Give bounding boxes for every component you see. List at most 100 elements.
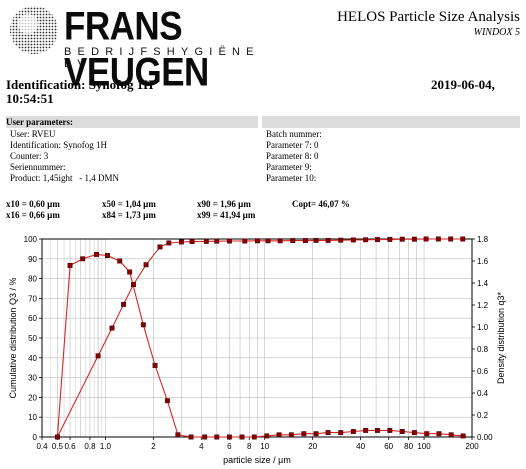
density-point bbox=[325, 430, 331, 436]
param-item: Identification: Synofog 1H bbox=[10, 140, 107, 150]
y-left-tick-label: 70 bbox=[28, 294, 37, 303]
y-left-tick-label: 100 bbox=[24, 235, 38, 244]
param-item: Product: 1,45ight - 1,4 DMN bbox=[10, 173, 119, 183]
density-point bbox=[104, 253, 110, 258]
x-tick-label: 0.8 bbox=[84, 442, 96, 451]
cumulative-point bbox=[277, 238, 283, 244]
identification-label: Identification: Synofog 1H bbox=[6, 77, 154, 92]
density-point bbox=[67, 262, 73, 268]
density-point bbox=[251, 434, 257, 440]
density-point bbox=[424, 431, 430, 437]
density-point bbox=[374, 427, 380, 433]
density-point bbox=[175, 432, 181, 438]
density-point bbox=[214, 434, 220, 440]
cumulative-point bbox=[178, 239, 184, 245]
density-point bbox=[239, 434, 245, 440]
y-right-tick-label: 1.2 bbox=[477, 301, 489, 310]
x-tick-label: 10 bbox=[260, 442, 269, 451]
identification-date: 2019-06-04, bbox=[431, 77, 495, 92]
cumulative-point bbox=[157, 244, 163, 250]
y-left-tick-label: 10 bbox=[28, 413, 37, 422]
app-title: HELOS Particle Size Analysis bbox=[337, 9, 520, 25]
cumulative-point bbox=[460, 236, 466, 242]
param-item: Parameter 7: 0 bbox=[266, 140, 319, 150]
y-left-tick-label: 80 bbox=[28, 275, 37, 284]
cumulative-point bbox=[399, 236, 405, 242]
cumulative-point bbox=[109, 325, 115, 331]
stat-x84: x84 = 1,73 µm bbox=[102, 210, 156, 220]
y-right-tick-label: 0.4 bbox=[477, 389, 489, 398]
density-point bbox=[202, 434, 208, 440]
param-item: Parameter 8: 0 bbox=[266, 151, 319, 161]
cumulative-point bbox=[435, 236, 441, 242]
density-point bbox=[399, 429, 405, 434]
cumulative-point bbox=[448, 236, 454, 242]
cumulative-point bbox=[374, 237, 380, 243]
stat-x90: x90 = 1,96 µm bbox=[197, 199, 251, 209]
cumulative-point bbox=[143, 262, 149, 268]
x-tick-label: 4 bbox=[199, 442, 204, 451]
density-point bbox=[436, 431, 442, 437]
x-tick-label: 60 bbox=[384, 442, 393, 451]
density-point bbox=[313, 431, 319, 437]
density-point bbox=[152, 363, 158, 368]
stat-x99: x99 = 41,94 µm bbox=[197, 210, 256, 220]
cumulative-point bbox=[387, 236, 393, 242]
cumulative-point bbox=[363, 237, 369, 243]
density-point bbox=[387, 427, 393, 433]
x-tick-label: 0.6 bbox=[64, 442, 76, 451]
company-logo: FRANS VEUGEN BEDRIJFSHYGIËNE BV bbox=[6, 4, 276, 95]
user-parameters-title: User parameters: bbox=[6, 117, 74, 127]
stat-x16: x16 = 0,66 µm bbox=[6, 210, 60, 220]
density-point bbox=[350, 429, 356, 434]
density-point bbox=[411, 430, 417, 436]
cumulative-point bbox=[350, 237, 356, 243]
globe-logo-icon bbox=[10, 6, 58, 54]
y-right-tick-label: 1.0 bbox=[477, 323, 489, 332]
x-tick-label: 20 bbox=[308, 442, 317, 451]
cumulative-point bbox=[95, 353, 101, 359]
y-right-tick-label: 0.6 bbox=[477, 367, 489, 376]
chart-series-points bbox=[54, 236, 466, 440]
density-point bbox=[164, 398, 170, 404]
y-right-tick-label: 1.4 bbox=[477, 279, 489, 288]
cumulative-point bbox=[131, 282, 136, 287]
density-point bbox=[338, 430, 344, 436]
x-tick-label: 6 bbox=[227, 442, 232, 451]
density-point bbox=[276, 432, 282, 438]
x-tick-label: 80 bbox=[404, 442, 413, 451]
density-curve bbox=[56, 253, 464, 438]
density-point bbox=[301, 431, 307, 437]
density-point bbox=[127, 269, 133, 275]
param-item: Parameter 10: bbox=[266, 173, 317, 183]
y-right-tick-label: 0.2 bbox=[477, 411, 489, 420]
cumulative-point bbox=[325, 237, 331, 243]
x-tick-label: 2 bbox=[151, 442, 156, 451]
cumulative-point bbox=[242, 238, 248, 244]
x-tick-label: 0.5 bbox=[52, 442, 64, 451]
y-left-tick-label: 90 bbox=[28, 255, 37, 264]
cumulative-point bbox=[302, 238, 308, 244]
density-point bbox=[288, 432, 294, 438]
cumulative-point bbox=[254, 238, 260, 244]
x-tick-label: 40 bbox=[356, 442, 365, 451]
params-header-bar-right bbox=[262, 116, 520, 128]
density-point bbox=[117, 258, 123, 264]
stat-x10: x10 = 0,60 µm bbox=[6, 199, 60, 209]
y-right-tick-label: 1.8 bbox=[477, 235, 489, 244]
cumulative-point bbox=[313, 237, 319, 243]
y-left-tick-label: 0 bbox=[33, 433, 38, 442]
y-left-tick-label: 40 bbox=[28, 354, 37, 363]
x-tick-label: 8 bbox=[247, 442, 252, 451]
cumulative-point bbox=[203, 238, 209, 244]
y-left-tick-label: 20 bbox=[28, 393, 37, 402]
density-point bbox=[80, 256, 86, 262]
x-tick-label: 0.4 bbox=[36, 442, 48, 451]
y-right-tick-label: 0.8 bbox=[477, 345, 489, 354]
y-right-tick-label: 0.00 bbox=[477, 433, 493, 442]
brand-subtitle: BEDRIJFSHYGIËNE BV bbox=[64, 46, 260, 70]
param-item: Seriennummer: bbox=[10, 162, 66, 172]
params-header-bar-left bbox=[6, 116, 258, 128]
cumulative-point bbox=[121, 301, 127, 307]
stat-copt: Copt= 46,07 % bbox=[292, 199, 350, 209]
